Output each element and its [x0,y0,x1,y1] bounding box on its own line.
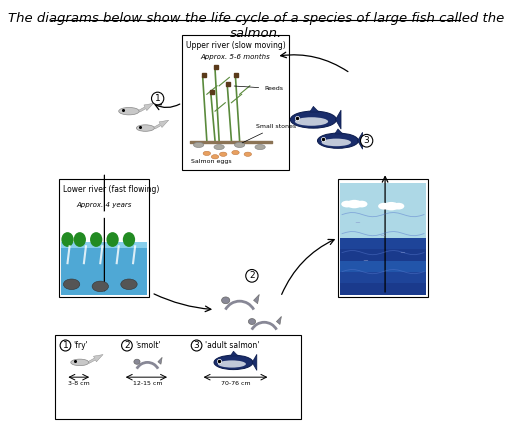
Ellipse shape [123,232,135,247]
Text: 2: 2 [124,341,130,350]
Text: 3: 3 [194,341,200,350]
Polygon shape [310,106,319,112]
FancyBboxPatch shape [338,179,428,297]
FancyBboxPatch shape [340,238,426,249]
Text: Approx. 5 years: Approx. 5 years [369,185,424,191]
FancyBboxPatch shape [340,283,426,295]
Ellipse shape [92,281,109,292]
Text: ~: ~ [354,220,360,226]
Text: 'smolt': 'smolt' [135,341,161,350]
Ellipse shape [248,319,255,325]
Text: ~: ~ [399,250,406,256]
Ellipse shape [77,210,87,215]
Polygon shape [252,354,257,371]
Circle shape [152,92,164,105]
Ellipse shape [136,125,155,131]
Ellipse shape [214,355,253,370]
Polygon shape [158,357,162,364]
FancyBboxPatch shape [59,179,150,297]
FancyBboxPatch shape [340,184,426,238]
Ellipse shape [110,212,120,218]
Polygon shape [253,295,259,304]
Ellipse shape [194,142,204,147]
Ellipse shape [295,117,328,126]
Polygon shape [230,351,238,356]
Text: 1: 1 [155,94,161,103]
FancyArrow shape [139,103,154,112]
Polygon shape [335,110,341,129]
Ellipse shape [234,142,245,147]
Circle shape [246,269,258,282]
Polygon shape [335,129,343,134]
Ellipse shape [218,360,246,368]
Polygon shape [357,132,362,149]
Ellipse shape [222,297,230,304]
Text: 'adult salmon': 'adult salmon' [205,341,259,350]
Ellipse shape [106,232,119,247]
Text: Approx. 4 years: Approx. 4 years [77,202,132,208]
Text: Open sea: Open sea [342,185,378,194]
Ellipse shape [220,152,227,156]
Ellipse shape [69,209,83,216]
Text: 12-15 cm: 12-15 cm [133,381,162,386]
Ellipse shape [232,150,239,155]
Text: ~: ~ [362,258,369,264]
Text: Reeds: Reeds [234,86,283,91]
Text: The diagrams below show the life cycle of a species of large fish called the sal: The diagrams below show the life cycle o… [8,12,504,40]
Text: Upper river (slow moving): Upper river (slow moving) [186,42,285,51]
Ellipse shape [61,232,74,247]
Ellipse shape [346,200,362,208]
Ellipse shape [121,279,137,289]
Text: ~: ~ [379,233,385,239]
Circle shape [360,134,373,147]
Ellipse shape [393,203,404,210]
Ellipse shape [97,212,108,218]
FancyBboxPatch shape [340,261,426,272]
Text: 3-8 cm: 3-8 cm [68,381,90,386]
Ellipse shape [119,108,139,115]
Ellipse shape [74,232,86,247]
Ellipse shape [290,111,336,128]
FancyBboxPatch shape [182,35,289,170]
Text: Salmon eggs: Salmon eggs [190,159,231,164]
Ellipse shape [322,139,351,146]
Text: Lower river (fast flowing): Lower river (fast flowing) [63,185,160,194]
Text: 'fry': 'fry' [74,341,89,350]
Ellipse shape [101,211,116,218]
Ellipse shape [203,151,210,156]
FancyBboxPatch shape [340,249,426,261]
Ellipse shape [383,202,399,210]
Circle shape [191,340,202,351]
Ellipse shape [255,144,265,150]
Ellipse shape [356,201,368,207]
FancyArrow shape [89,354,103,363]
Ellipse shape [214,144,224,150]
Circle shape [60,340,71,351]
Text: Small stones: Small stones [242,124,296,143]
FancyBboxPatch shape [340,272,426,283]
FancyBboxPatch shape [61,247,147,295]
Text: 70-76 cm: 70-76 cm [221,381,250,386]
Text: 2: 2 [249,271,254,280]
Circle shape [121,340,132,351]
Ellipse shape [244,152,251,156]
Text: 3: 3 [364,136,370,145]
Text: 1: 1 [62,341,68,350]
Ellipse shape [63,279,80,289]
FancyBboxPatch shape [61,242,147,295]
Ellipse shape [211,155,219,159]
Text: Approx. 5-6 months: Approx. 5-6 months [201,54,270,60]
FancyArrow shape [154,120,168,129]
Ellipse shape [341,201,353,207]
Ellipse shape [317,133,358,148]
Ellipse shape [71,359,89,366]
Ellipse shape [134,359,140,364]
FancyBboxPatch shape [55,335,301,419]
Ellipse shape [65,210,75,215]
Ellipse shape [378,203,390,210]
Polygon shape [276,316,282,325]
Ellipse shape [90,232,102,247]
